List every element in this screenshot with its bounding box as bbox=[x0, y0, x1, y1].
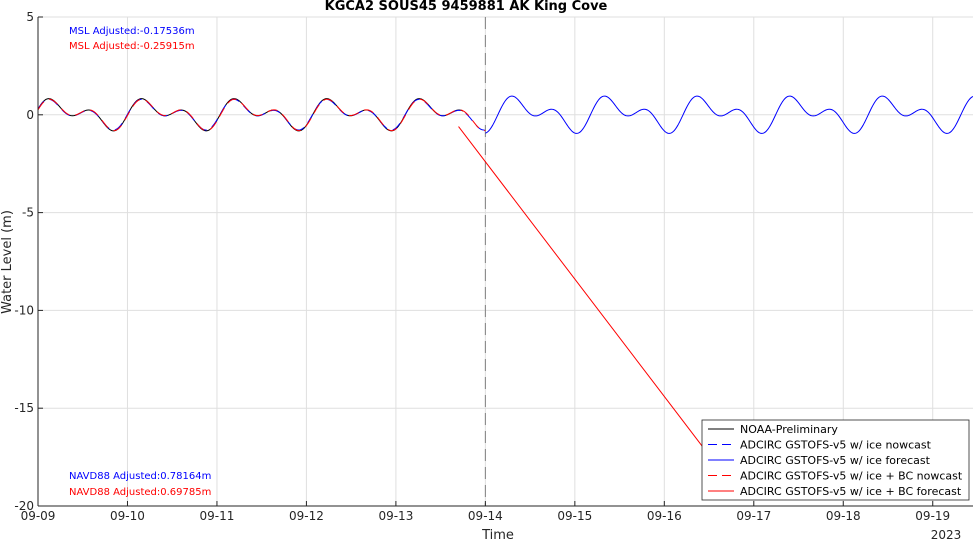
x-tick-label: 09-16 bbox=[647, 509, 682, 523]
x-tick-label: 09-13 bbox=[378, 509, 413, 523]
x-axis-title: Time bbox=[481, 528, 514, 541]
x-tick-label: 09-19 bbox=[915, 509, 950, 523]
msl-adjusted-red: MSL Adjusted:-0.25915m bbox=[69, 41, 195, 52]
x-tick-label: 09-17 bbox=[736, 509, 771, 523]
x-tick-label: 09-14 bbox=[468, 509, 503, 523]
x-tick-label: 09-09 bbox=[21, 509, 56, 523]
y-tick-label: -5 bbox=[22, 206, 34, 220]
msl-adjusted-blue: MSL Adjusted:-0.17536m bbox=[69, 26, 195, 37]
navd88-adjusted-red: NAVD88 Adjusted:0.69785m bbox=[69, 487, 211, 498]
navd88-adjusted-blue: NAVD88 Adjusted:0.78164m bbox=[69, 471, 211, 482]
x-tick-label: 09-18 bbox=[826, 509, 861, 523]
legend: NOAA-Preliminary ADCIRC GSTOFS-v5 w/ ice … bbox=[702, 420, 969, 500]
x-tick-label: 09-10 bbox=[110, 509, 145, 523]
y-tick-label: 0 bbox=[26, 108, 34, 122]
legend-label: ADCIRC GSTOFS-v5 w/ ice forecast bbox=[740, 454, 931, 467]
legend-label: ADCIRC GSTOFS-v5 w/ ice nowcast bbox=[740, 439, 932, 452]
y-tick-label: -10 bbox=[14, 303, 34, 317]
legend-label: NOAA-Preliminary bbox=[740, 423, 838, 436]
y-tick-label: -15 bbox=[14, 401, 34, 415]
legend-label: ADCIRC GSTOFS-v5 w/ ice + BC nowcast bbox=[740, 470, 963, 483]
x-tick-label: 09-15 bbox=[557, 509, 592, 523]
chart-title: KGCA2 SOUS45 9459881 AK King Cove bbox=[325, 0, 608, 14]
legend-label: ADCIRC GSTOFS-v5 w/ ice + BC forecast bbox=[740, 485, 962, 498]
y-tick-label: 5 bbox=[26, 10, 34, 24]
y-axis-title: Water Level (m) bbox=[0, 210, 15, 314]
x-tick-label: 09-12 bbox=[289, 509, 324, 523]
year-label: 2023 bbox=[931, 528, 962, 541]
x-tick-label: 09-11 bbox=[200, 509, 235, 523]
